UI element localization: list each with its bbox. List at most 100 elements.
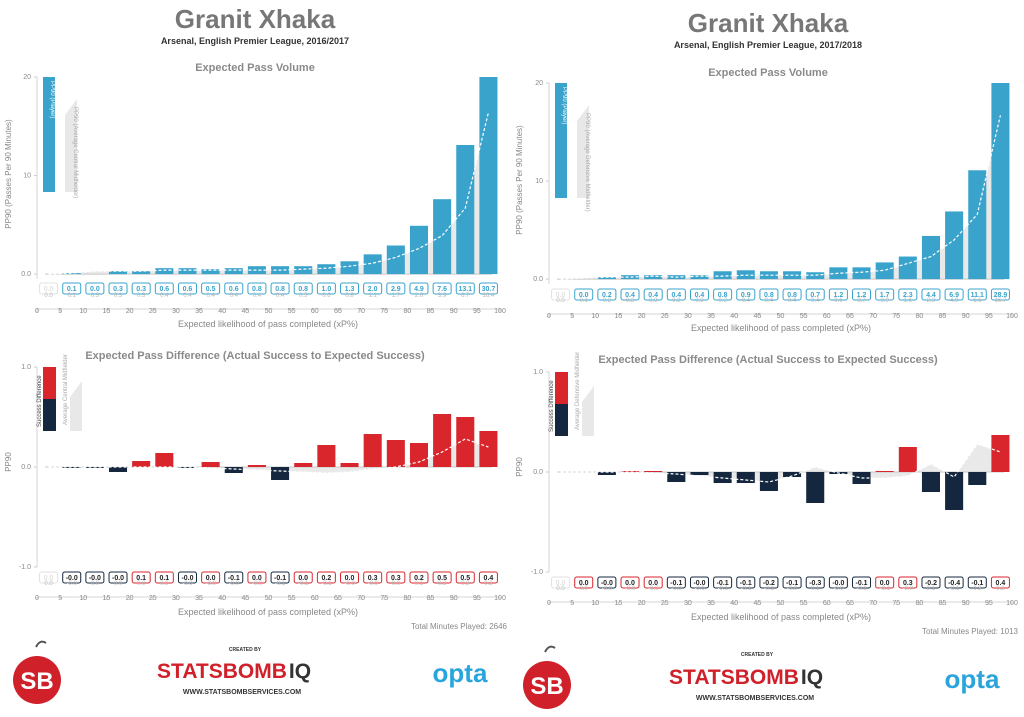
value-box-label: -0.1 <box>274 575 286 582</box>
bar <box>247 465 266 467</box>
bar <box>62 467 81 468</box>
legend: Success Difference Average Defensive Midf… <box>549 352 594 436</box>
statsbomb-wordmark-right: STATSBOMB <box>669 666 799 689</box>
value-box-label: 0.8 <box>298 286 308 293</box>
value-box-label: 0.3 <box>903 580 913 587</box>
value-box <box>828 288 848 301</box>
y-tick-label: 0.0 <box>21 271 31 278</box>
bar <box>597 472 616 475</box>
bar <box>62 273 81 275</box>
statsbomb-badge-right: SB <box>523 645 571 709</box>
y-tick-label: 1.0 <box>21 364 31 371</box>
value-box-label: 1.7 <box>880 292 890 299</box>
value-box-label: -0.1 <box>670 580 682 587</box>
statsbomb-badge-left: SB <box>13 640 61 704</box>
average-value-label: 0.4 <box>183 293 192 299</box>
value-box-label: -0.1 <box>786 580 798 587</box>
value-box-label: 1.2 <box>857 292 867 299</box>
iq-wordmark-right: IQ <box>801 666 823 689</box>
average-line <box>560 443 1001 483</box>
average-value-label: -0.0 <box>648 586 659 592</box>
value-box-label: 7.6 <box>437 286 447 293</box>
value-box-label: 1.0 <box>322 286 332 293</box>
value-box-label: -0.2 <box>763 580 775 587</box>
y-tick-label: 1.0 <box>533 369 543 376</box>
value-box-label: 0.8 <box>764 292 774 299</box>
average-value-label: 1.1 <box>369 293 378 299</box>
sb-badge-circle <box>13 656 61 704</box>
value-box <box>108 282 128 295</box>
value-box <box>154 282 174 295</box>
value-box-label: 11.1 <box>971 292 984 299</box>
bar <box>108 271 128 275</box>
average-value-label: 0.7 <box>857 298 866 304</box>
average-value-label: -0.1 <box>764 586 775 592</box>
value-box <box>455 571 475 584</box>
bar <box>783 472 802 477</box>
website-left: WWW.STATSBOMBSERVICES.COM <box>183 689 301 696</box>
average-value-label: -0.0 <box>67 581 78 587</box>
value-box-label: 0.4 <box>996 580 1006 587</box>
volume-ylabel-right: PP90 (Passes Per 90 Minutes) <box>515 125 524 235</box>
bar <box>644 275 663 280</box>
average-value-label: 0.4 <box>788 298 797 304</box>
value-box <box>944 288 964 301</box>
value-box-label: 0.3 <box>136 286 146 293</box>
average-value-label: 6.6 <box>973 298 982 304</box>
bar <box>132 271 151 275</box>
average-value-label: -0.0 <box>787 586 798 592</box>
value-box <box>363 282 383 295</box>
value-box-label: 0.4 <box>484 575 494 582</box>
average-value-label: 0.0 <box>556 298 565 304</box>
bar <box>736 472 755 483</box>
y-tick-label: -1.0 <box>19 564 31 571</box>
legend-label-average: PP90 (Average Defensive Midfielder) <box>584 113 590 212</box>
average-value-label: 0.1 <box>811 586 820 592</box>
average-value-label: 0.3 <box>695 298 704 304</box>
value-box <box>224 282 244 295</box>
bar <box>644 471 663 472</box>
value-box <box>177 282 197 295</box>
average-value-label: 0.0 <box>114 581 123 587</box>
average-value-label: 0.3 <box>461 581 470 587</box>
diff-ylabel-left: PP90 <box>4 452 13 472</box>
bar <box>294 463 313 467</box>
bar <box>667 472 686 482</box>
average-value-label: -0.0 <box>903 586 914 592</box>
average-value-label: 0.6 <box>834 298 843 304</box>
value-box-label: -0.2 <box>925 580 937 587</box>
average-value-label: 0.4 <box>253 293 262 299</box>
average-value-label: -0.1 <box>741 586 752 592</box>
average-value-label: -0.1 <box>856 586 867 592</box>
legend: PP90 (Player) PP90 (Average Central Midfi… <box>43 77 78 198</box>
value-box-label: 2.3 <box>903 292 913 299</box>
volume-title-right: Expected Pass Volume <box>708 67 828 79</box>
value-box-label: -0.0 <box>112 575 124 582</box>
bar <box>921 472 941 492</box>
chart-3-diff: -1.00.01.0051015202530354045505560657075… <box>531 352 1018 607</box>
created-by-left: CREATED BY <box>229 647 262 653</box>
legend-label-difference: Success Difference <box>549 380 555 432</box>
legend-swatch-negative <box>43 399 56 431</box>
bar <box>132 461 151 467</box>
average-value-label: -0.0 <box>344 581 355 587</box>
value-box <box>131 282 151 295</box>
bar <box>759 472 778 491</box>
value-box <box>363 571 383 584</box>
average-value-label: 2.6 <box>415 293 424 299</box>
value-box <box>782 288 802 301</box>
diff-title-left: Expected Pass Difference (Actual Success… <box>85 350 425 362</box>
value-box-label: 0.3 <box>368 575 378 582</box>
value-box-label: 0.4 <box>648 292 658 299</box>
average-line <box>560 115 1002 280</box>
average-value-label: 0.4 <box>230 293 239 299</box>
legend-label-average: PP90 (Average Central Midfielder) <box>72 107 78 198</box>
average-value-label: 0.3 <box>649 298 658 304</box>
value-box-label: 0.8 <box>718 292 728 299</box>
value-box-label: 28.9 <box>994 292 1008 299</box>
value-box <box>898 288 918 301</box>
legend-swatch-average <box>577 105 589 198</box>
bar <box>945 211 964 280</box>
legend-swatch-average <box>582 386 594 436</box>
average-value-label: 0.3 <box>137 293 146 299</box>
